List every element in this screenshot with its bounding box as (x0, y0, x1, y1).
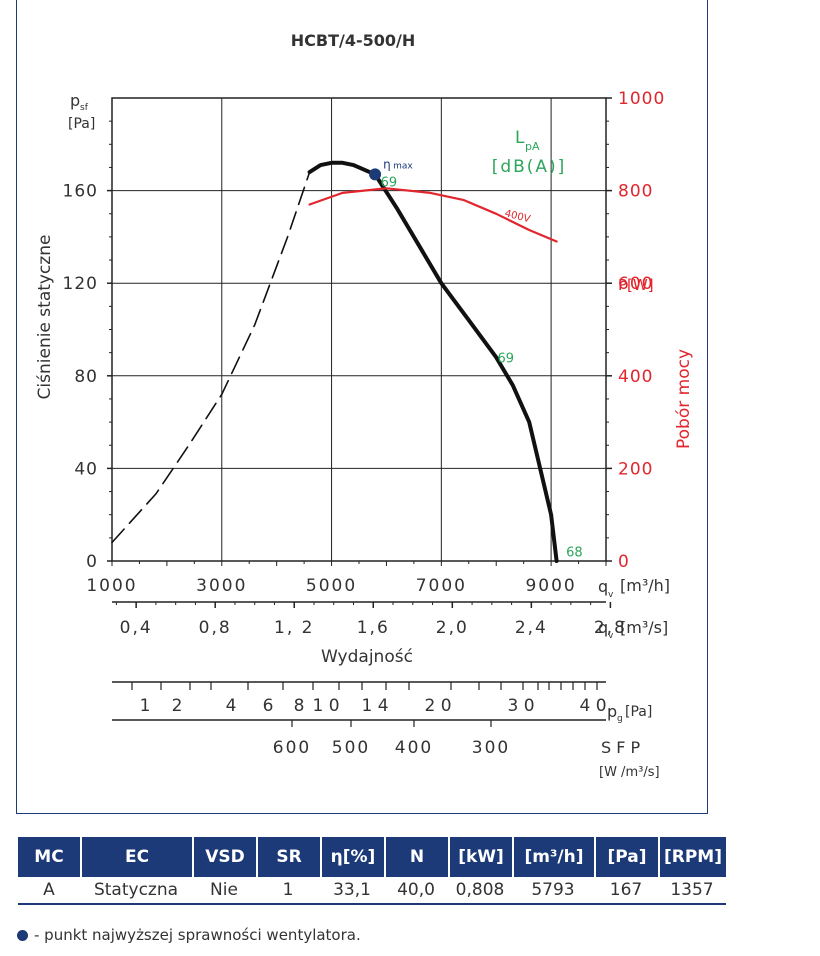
table-cell: 167 (594, 877, 658, 905)
y2-tick-label: 400 (618, 367, 653, 387)
sfp-tick-label: 300 (472, 738, 510, 758)
x-tick-label-m3s: 0,4 (120, 618, 153, 638)
pg-tick-label: 1 0 (312, 696, 339, 716)
y-axis-label: Ciśnienie statyczne (35, 235, 55, 400)
pg-tick-label: 8 (294, 696, 305, 716)
y-tick-label: 0 (86, 552, 98, 572)
spec-table: MC EC VSD SR η[%] N [kW] [m³/h] [Pa] [RPM] A Staty… (18, 837, 726, 905)
y2-tick-label: 200 (618, 459, 653, 479)
table-cell: 1 (256, 877, 320, 905)
x-tick-label-m3h: 1000 (86, 576, 137, 596)
table-cell: 33,1 (320, 877, 384, 905)
y2-tick-label: 1000 (618, 89, 665, 109)
x-unit-q-2: q (598, 618, 608, 637)
lpa-unit: [dB(A)] (492, 157, 567, 177)
y2-axis-label: Pobór mocy (674, 349, 694, 449)
table-header-cell: N (384, 837, 448, 877)
y2-tick-label: 800 (618, 182, 653, 202)
voltage-label: 400V (503, 208, 531, 225)
noise-label: 69 (381, 175, 398, 190)
y-unit-symbol: p (70, 91, 80, 110)
pg-unit-tail: [Pa] (625, 704, 652, 720)
sfp-unit-2: [W /m³/s] (599, 765, 660, 780)
series-line-power (308, 187, 558, 243)
pg-tick-label: 4 (226, 696, 237, 716)
sfp-tick-label: 600 (273, 738, 311, 758)
pg-tick-label: 6 (263, 696, 274, 716)
chart-frame: HCBT/4-500/H 0 40 80 120 160 p sf [Pa] Ciśnienie … (16, 0, 708, 814)
x-unit-m3h: [m³/h] (620, 576, 670, 595)
pg-tick-label: 3 0 (507, 696, 534, 716)
lpa-sub: pA (525, 140, 540, 153)
lpa-label: L (515, 128, 525, 148)
x-tick-label-m3s: 2,8 (594, 618, 627, 638)
y-tick-label: 120 (63, 274, 98, 294)
table-header-cell: [RPM] (658, 837, 726, 877)
x-tick-label-m3h: 5000 (306, 576, 357, 596)
y-tick-label: 160 (63, 182, 98, 202)
sfp-tick-label: 500 (332, 738, 370, 758)
x-unit-q: q (598, 577, 608, 596)
pg-tick-label: 2 (172, 696, 183, 716)
eta-max-dot-icon (17, 929, 28, 941)
table-cell: 40,0 (384, 877, 448, 905)
x-unit-sub-2: v (608, 631, 614, 641)
x-tick-label-m3s: 0,8 (199, 618, 232, 638)
table-header-cell: [m³/h] (512, 837, 594, 877)
pg-tick-label: 2 0 (424, 696, 451, 716)
pg-tick-label: 4 0 (579, 696, 606, 716)
table-cell: 5793 (512, 877, 594, 905)
table-header-cell: [Pa] (594, 837, 658, 877)
footnote: - punkt najwyższej sprawności wentylator… (17, 926, 361, 944)
series-line-pressure-unstable (111, 171, 311, 544)
x-tick-label-m3s: 1, 2 (274, 618, 314, 638)
y2-tick-label: 600 (618, 274, 653, 294)
table-header-cell: η[%] (320, 837, 384, 877)
pg-tick-label: 1 4 (361, 696, 388, 716)
eta-max-point (369, 168, 382, 181)
x-tick-label-m3h: 3000 (196, 576, 247, 596)
chart-title: HCBT/4-500/H (291, 31, 416, 50)
x-tick-label-m3h: 7000 (416, 576, 467, 596)
table-cell: Nie (192, 877, 256, 905)
table-header-cell: MC (18, 837, 80, 877)
table-header-cell: VSD (192, 837, 256, 877)
series-line-pressure (307, 160, 559, 563)
pg-unit: p (607, 702, 617, 721)
sfp-tick-label: 400 (395, 738, 433, 758)
x-tick-label-m3s: 2,0 (436, 618, 469, 638)
spec-header-row: MC EC VSD SR η[%] N [kW] [m³/h] [Pa] [RPM] (18, 837, 726, 877)
spec-data-row: A Statyczna Nie 1 33,1 40,0 0,808 5793 167 1357 (18, 877, 726, 905)
table-cell: A (18, 877, 80, 905)
x-tick-label-m3s: 2,4 (515, 618, 548, 638)
table-header-cell: SR (256, 837, 320, 877)
y2-unit: P[W] (618, 276, 654, 294)
x-unit-m3s: [m³/s] (620, 618, 668, 637)
noise-label: 69 (497, 351, 514, 366)
y-tick-label: 80 (74, 367, 98, 387)
pg-tick-label: 1 (140, 696, 151, 716)
y-tick-label: 40 (74, 459, 98, 479)
x-unit-sub: v (608, 590, 614, 600)
x-axis-label: Wydajność (321, 647, 413, 667)
table-header-cell: EC (80, 837, 192, 877)
x-tick-label-m3s: 1,6 (357, 618, 390, 638)
pg-unit-sub: g (617, 714, 623, 724)
table-cell: 0,808 (448, 877, 512, 905)
sfp-unit-1: S F P (601, 738, 641, 757)
y-unit-sub: sf (80, 103, 89, 113)
x-tick-label-m3h: 9000 (525, 576, 576, 596)
noise-label: 68 (566, 546, 583, 561)
eta-symbol: η (383, 157, 391, 171)
table-cell: 1357 (658, 877, 726, 905)
eta-sub: max (393, 161, 413, 171)
footnote-text: - punkt najwyższej sprawności wentylator… (34, 926, 361, 944)
y-unit: [Pa] (68, 116, 95, 132)
y2-tick-label: 0 (618, 552, 630, 572)
table-cell: Statyczna (80, 877, 192, 905)
table-header-cell: [kW] (448, 837, 512, 877)
